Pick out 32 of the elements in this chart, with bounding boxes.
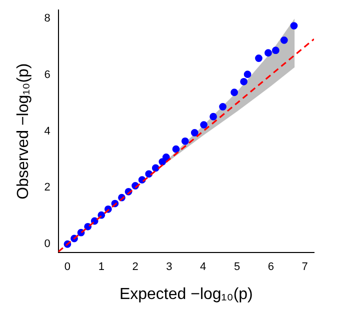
y-axis-title: Observed −log₁₀(p) [15,63,32,200]
x-tick-label: 3 [166,261,172,274]
point [280,36,288,44]
y-tick-label: 2 [44,182,50,194]
y-tick-label: 0 [44,238,50,250]
point [162,154,170,161]
point [200,121,208,129]
y-tick-label: 8 [44,12,50,24]
point [264,49,272,57]
point [181,137,189,145]
x-tick-label: 7 [302,261,308,274]
x-tick-label: 2 [132,261,138,274]
point [290,22,298,30]
x-axis-title: Expected −log₁₀(p) [119,286,253,303]
x-tick-label: 6 [268,261,274,274]
point [219,103,226,110]
point [244,70,252,78]
y-tick-label: 4 [44,125,50,138]
point [210,112,217,120]
point [172,145,180,153]
x-tick-label: 0 [64,261,71,274]
x-tick-label: 4 [200,261,206,274]
x-tick-label: 1 [98,261,104,274]
y-tick-label: 6 [44,68,50,81]
point [240,78,248,86]
x-tick-label: 5 [234,261,240,274]
point [230,88,238,96]
point [272,46,280,54]
point [152,164,160,172]
point [255,54,262,62]
point [190,129,198,136]
point [145,170,153,178]
